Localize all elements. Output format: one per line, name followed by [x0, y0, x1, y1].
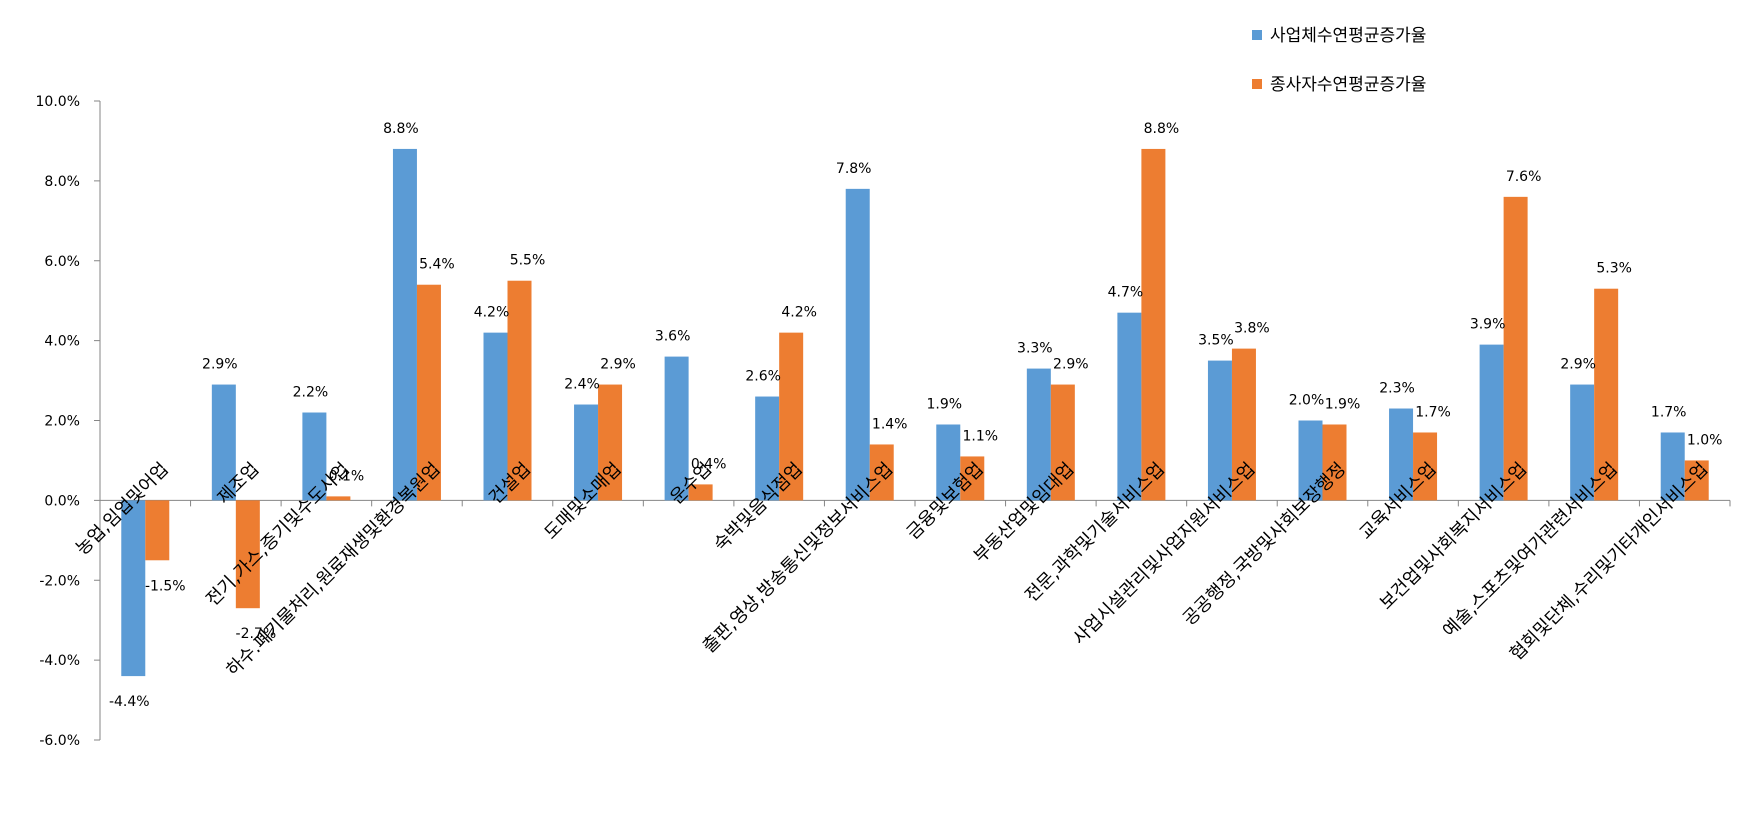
- bar-establishments-3: [392, 148, 417, 501]
- bar-workers-10: [1050, 384, 1075, 501]
- data-label: 0.1%: [329, 468, 365, 484]
- legend-swatch-1: [1252, 79, 1262, 89]
- data-label: 8.8%: [1144, 121, 1180, 137]
- data-labels: -4.4% -1.5% 2.9% -2.7% 2.2% 0.1% 8.8% 5.4% 4.2% 5…: [109, 121, 1723, 710]
- bar-workers-16: [1594, 288, 1619, 501]
- data-label: 5.3%: [1596, 261, 1632, 277]
- data-label: 5.4%: [419, 257, 455, 273]
- data-label: 0.4%: [691, 456, 727, 472]
- data-label: -1.5%: [145, 578, 186, 594]
- bar-workers-1: [235, 500, 260, 609]
- y-tick-label: 2.0%: [44, 414, 80, 430]
- bar-establishments-12: [1207, 360, 1232, 501]
- data-label: 8.8%: [383, 121, 419, 137]
- bar-workers-0: [145, 500, 170, 561]
- bar-workers-14: [1413, 432, 1438, 501]
- data-label: 3.3%: [1017, 341, 1053, 357]
- data-label: 4.2%: [781, 305, 817, 321]
- data-label: 2.3%: [1379, 381, 1415, 397]
- category-label-16: 예술,스포츠및여가관련서비스업: [1439, 459, 1622, 642]
- bar-establishments-14: [1389, 408, 1414, 501]
- data-label: 3.6%: [655, 329, 691, 345]
- bar-establishments-7: [755, 396, 780, 501]
- y-tick-label: 6.0%: [44, 254, 80, 270]
- bar-establishments-15: [1479, 344, 1504, 501]
- data-label: 3.9%: [1470, 317, 1506, 333]
- data-label: 4.2%: [474, 305, 510, 321]
- category-label-13: 공공행정,국방및사회보장행정: [1179, 459, 1350, 630]
- bar-establishments-13: [1298, 420, 1323, 501]
- bar-establishments-4: [483, 332, 508, 501]
- data-label: -4.4%: [109, 694, 150, 710]
- bar-workers-5: [598, 384, 623, 501]
- bar-establishments-5: [574, 404, 599, 501]
- data-label: 5.5%: [510, 253, 546, 269]
- bar-establishments-6: [664, 356, 689, 501]
- data-label: 1.9%: [926, 396, 962, 412]
- legend-label-1: 종사자수연평균증가율: [1270, 75, 1426, 95]
- data-label: 1.7%: [1415, 404, 1451, 420]
- data-label: 4.7%: [1108, 285, 1144, 301]
- data-label: 7.6%: [1506, 169, 1542, 185]
- bar-establishments-11: [1117, 312, 1142, 501]
- data-label: 1.0%: [1687, 432, 1723, 448]
- y-tick-label: -6.0%: [39, 733, 80, 749]
- y-tick-label: 8.0%: [44, 174, 80, 190]
- data-label: 1.1%: [962, 428, 998, 444]
- data-label: 2.4%: [564, 377, 600, 393]
- chart-legend: 사업체수연평균증가율 종사자수연평균증가율: [1252, 26, 1426, 95]
- legend-swatch-0: [1252, 30, 1262, 40]
- y-tick-label: 0.0%: [44, 493, 80, 509]
- bar-establishments-10: [1026, 368, 1051, 501]
- data-label: 3.8%: [1234, 321, 1270, 337]
- data-label: 1.7%: [1651, 404, 1687, 420]
- bar-workers-6: [688, 484, 713, 501]
- bar-workers-2: [326, 496, 351, 501]
- bar-workers-11: [1141, 148, 1166, 501]
- bar-establishments-1: [211, 384, 236, 501]
- chart-bars: [121, 148, 1709, 677]
- bar-workers-7: [779, 332, 804, 501]
- data-label: 1.4%: [872, 416, 908, 432]
- data-label: 2.9%: [1053, 357, 1089, 373]
- bar-establishments-0: [121, 500, 146, 677]
- bar-establishments-16: [1570, 384, 1595, 501]
- data-label: 2.9%: [202, 357, 238, 373]
- chart-axes: 10.0% 8.0% 6.0% 4.0% 2.0% 0.0% -2.0% -4.0% -6.0%: [36, 94, 1731, 749]
- data-label: 2.9%: [1560, 357, 1596, 373]
- bar-workers-4: [507, 280, 532, 501]
- bar-establishments-9: [936, 424, 961, 501]
- y-tick-label: -4.0%: [39, 653, 80, 669]
- bar-workers-8: [869, 444, 894, 501]
- data-label: -2.7%: [236, 626, 277, 642]
- data-label: 7.8%: [836, 161, 872, 177]
- bar-workers-3: [416, 284, 441, 501]
- legend-label-0: 사업체수연평균증가율: [1270, 26, 1426, 46]
- bar-workers-9: [960, 456, 985, 501]
- y-tick-label: -2.0%: [39, 573, 80, 589]
- data-label: 2.9%: [600, 357, 636, 373]
- bar-establishments-17: [1660, 432, 1685, 501]
- y-tick-label: 10.0%: [36, 94, 80, 110]
- bar-establishments-8: [845, 188, 870, 501]
- data-label: 2.0%: [1289, 393, 1325, 409]
- bar-establishments-2: [302, 412, 327, 501]
- data-label: 2.2%: [293, 385, 329, 401]
- data-label: 1.9%: [1325, 396, 1361, 412]
- bar-workers-15: [1503, 196, 1528, 501]
- data-label: 2.6%: [745, 369, 781, 385]
- bar-workers-13: [1322, 424, 1347, 501]
- y-tick-label: 4.0%: [44, 334, 80, 350]
- bar-workers-12: [1231, 348, 1256, 501]
- bar-workers-17: [1684, 460, 1709, 501]
- data-label: 3.5%: [1198, 333, 1234, 349]
